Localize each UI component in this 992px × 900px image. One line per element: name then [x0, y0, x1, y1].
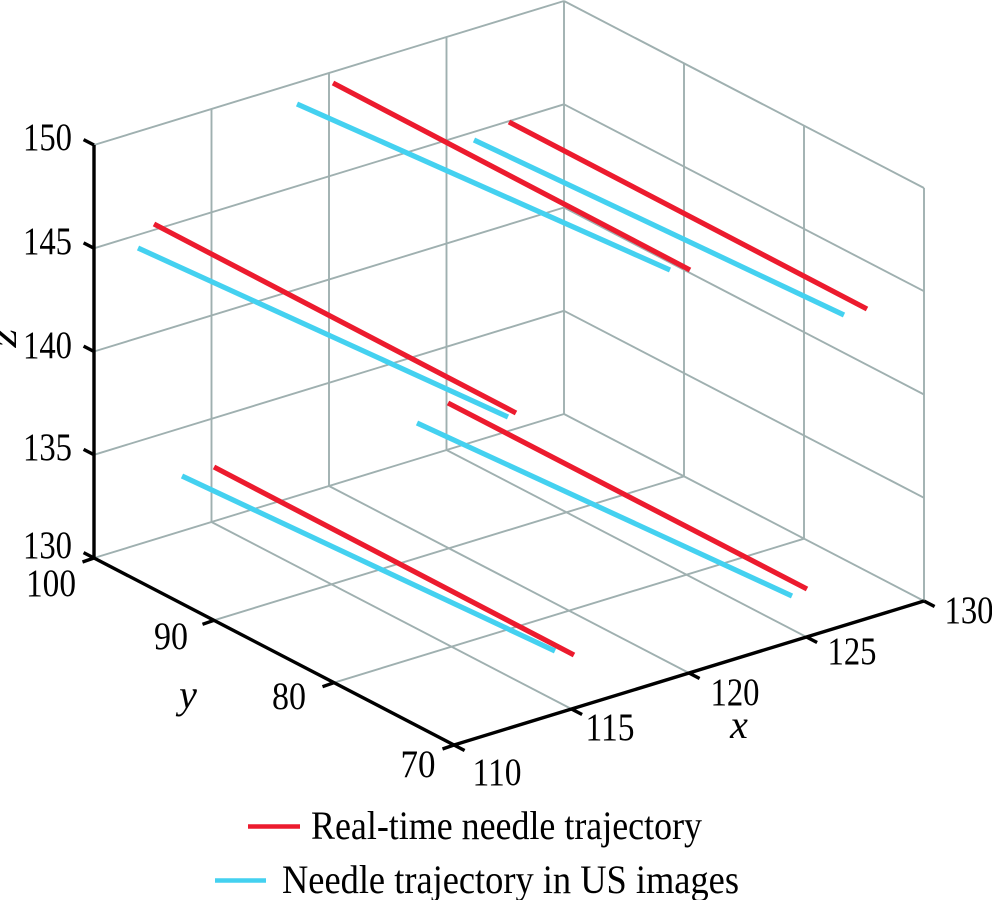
svg-text:120: 120 [711, 671, 760, 714]
svg-text:Needle trajectory in US images: Needle trajectory in US images [282, 857, 739, 900]
svg-text:z: z [0, 328, 25, 349]
svg-text:x: x [729, 702, 748, 747]
svg-text:145: 145 [23, 220, 72, 263]
svg-text:130: 130 [945, 589, 992, 632]
svg-text:80: 80 [272, 675, 306, 718]
svg-text:100: 100 [26, 562, 76, 605]
svg-text:150: 150 [23, 116, 72, 159]
svg-text:125: 125 [828, 630, 877, 673]
svg-text:y: y [175, 672, 197, 717]
svg-text:110: 110 [473, 751, 522, 794]
svg-text:115: 115 [586, 706, 635, 749]
svg-text:135: 135 [23, 426, 72, 469]
svg-text:130: 130 [23, 524, 72, 567]
svg-text:70: 70 [401, 743, 436, 786]
svg-text:Real-time needle trajectory: Real-time needle trajectory [311, 803, 702, 848]
svg-text:140: 140 [23, 324, 72, 367]
svg-text:90: 90 [154, 615, 188, 658]
